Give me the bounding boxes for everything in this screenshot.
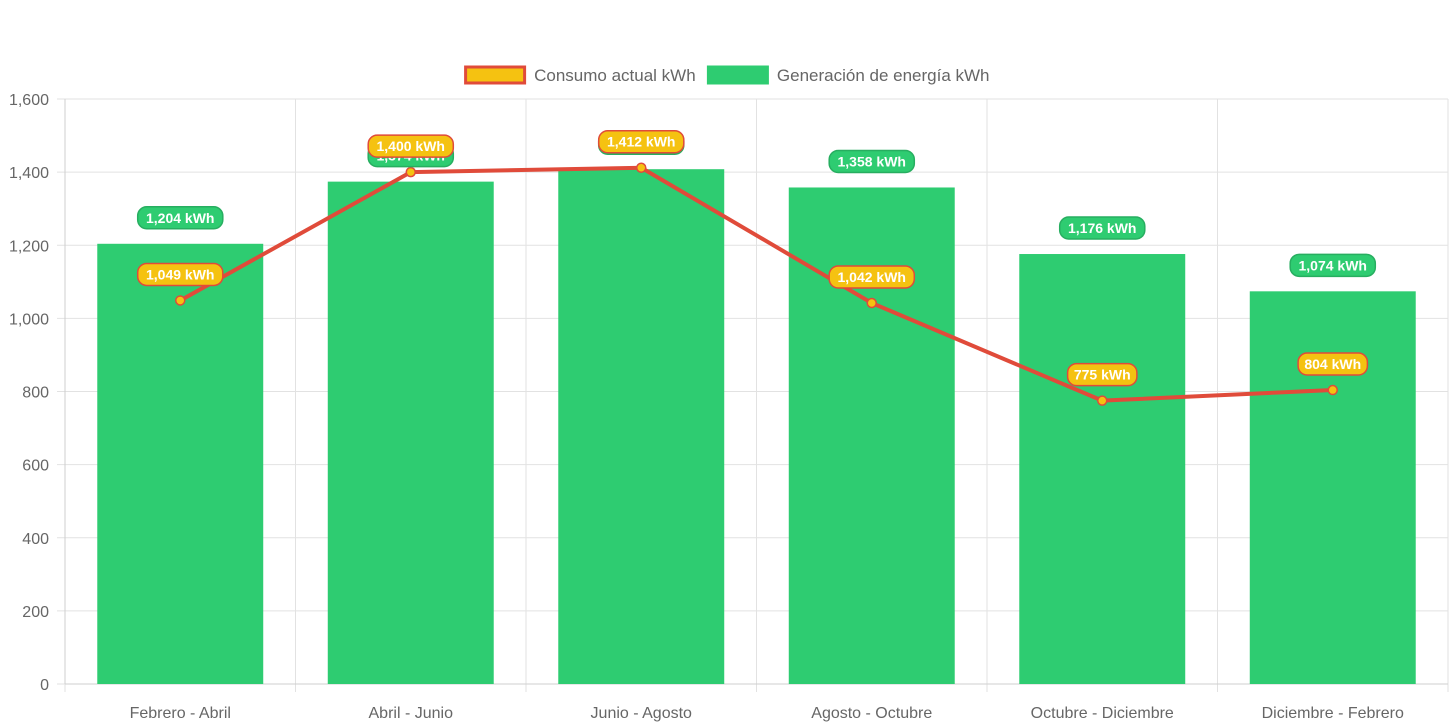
line-data-label: 804 kWh <box>1297 352 1369 376</box>
line-data-label-text: 804 kWh <box>1304 356 1361 372</box>
bar-data-label: 1,176 kWh <box>1058 216 1146 240</box>
legend-item-consumo: Consumo actual kWh <box>464 65 696 85</box>
line-data-label-bg <box>367 134 455 158</box>
line-data-label: 1,400 kWh <box>367 134 455 158</box>
line-point <box>1327 384 1338 396</box>
line-data-label: 1,412 kWh <box>597 129 685 154</box>
legend-swatch-generacion <box>706 65 769 85</box>
line-point <box>866 297 877 309</box>
line-data-label-text: 1,042 kWh <box>838 269 906 285</box>
series-line <box>179 165 1333 403</box>
bar-data-label-text: 1,176 kWh <box>1068 220 1136 236</box>
bar <box>97 243 264 684</box>
bar-series <box>97 169 1416 684</box>
x-tick-label: Abril - Junio <box>369 705 454 722</box>
y-tick-label: 400 <box>22 531 49 548</box>
x-tick-label: Octubre - Diciembre <box>1031 705 1174 722</box>
line-data-label-bg <box>828 265 916 289</box>
line-data-label-text: 1,412 kWh <box>607 134 675 150</box>
line-data-label-text: 1,049 kWh <box>146 266 214 282</box>
bar-data-label-bg <box>828 149 916 174</box>
bar <box>788 187 955 684</box>
bar <box>558 169 725 684</box>
line-data-label-bg <box>597 129 685 154</box>
y-tick-label: 1,400 <box>9 165 49 182</box>
bar-data-label: 1,074 kWh <box>1289 253 1377 278</box>
y-tick-label: 800 <box>22 385 49 402</box>
y-tick-label: 1,600 <box>9 92 49 109</box>
y-axis: 0 200 400 600 800 1,000 1,200 1,400 1,600 <box>9 92 49 694</box>
line-data-label: 1,049 kWh <box>136 262 224 287</box>
line-point <box>636 162 647 173</box>
legend-label-generacion: Generación de energía kWh <box>777 66 990 85</box>
y-tick-label: 600 <box>22 458 49 475</box>
bar-data-label-text: 1,074 kWh <box>1299 257 1367 273</box>
line-series <box>175 162 1338 406</box>
legend-item-generacion: Generación de energía kWh <box>706 65 990 85</box>
x-tick-label: Febrero - Abril <box>130 705 231 722</box>
x-tick-label: Junio - Agosto <box>591 705 693 722</box>
legend-swatch-consumo <box>464 65 527 85</box>
y-tick-label: 1,000 <box>9 311 49 328</box>
line-data-label-text: 1,400 kWh <box>377 138 445 154</box>
bar-data-label: 1,358 kWh <box>828 149 916 174</box>
bar-data-label-bg <box>136 206 224 230</box>
legend-label-consumo: Consumo actual kWh <box>534 66 696 85</box>
bar <box>327 181 494 684</box>
bar-data-label-text: 1,358 kWh <box>838 153 906 169</box>
line-data-label: 775 kWh <box>1066 362 1138 387</box>
x-tick-label: Agosto - Octubre <box>811 705 932 722</box>
grid <box>57 98 1449 692</box>
line-point <box>175 295 186 306</box>
line-point <box>1097 395 1108 406</box>
line-data-labels: 1,049 kWh 1,400 kWh 1,412 kWh 1,042 kWh 775 … <box>136 129 1369 387</box>
line-data-label-text: 775 kWh <box>1074 367 1131 383</box>
line-data-label-bg <box>1066 362 1138 387</box>
line-data-label-bg <box>136 262 224 287</box>
x-axis: Febrero - Abril Abril - Junio Junio - Agos… <box>130 705 1404 722</box>
line-data-label: 1,042 kWh <box>828 265 916 289</box>
bar-data-label-text: 1,204 kWh <box>146 210 214 226</box>
legend: Consumo actual kWh Generación de energía … <box>464 65 990 85</box>
x-tick-label: Diciembre - Febrero <box>1262 705 1404 722</box>
y-tick-label: 200 <box>22 604 49 621</box>
line-data-label-bg <box>1297 352 1369 376</box>
y-tick-label: 1,200 <box>9 238 49 255</box>
bar-data-label-bg <box>1289 253 1377 278</box>
bar <box>1249 291 1416 684</box>
y-tick-label: 0 <box>40 677 49 694</box>
bar-data-label: 1,204 kWh <box>136 206 224 230</box>
bar-data-label-bg <box>1058 216 1146 240</box>
line-point <box>405 166 416 178</box>
bar <box>1019 254 1186 684</box>
